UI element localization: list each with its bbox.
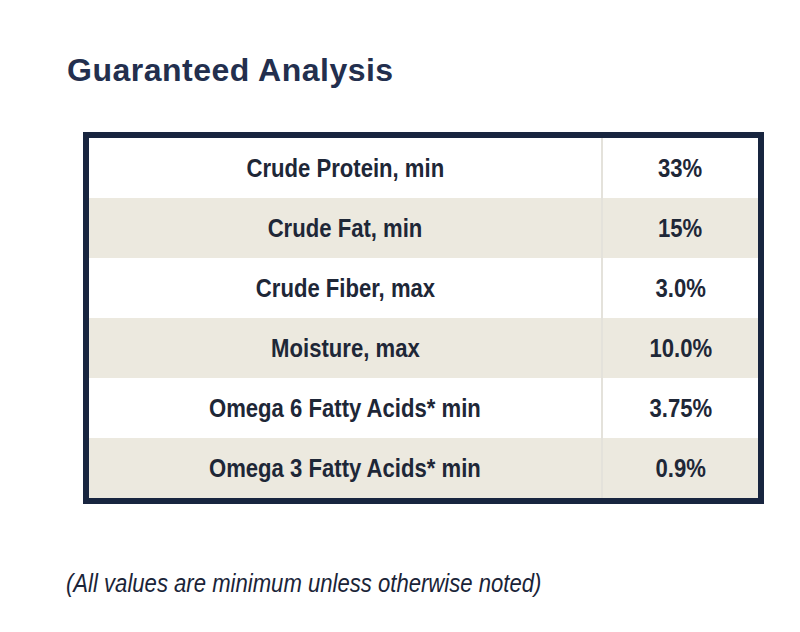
nutrient-value: 10.0%	[649, 333, 712, 364]
guaranteed-analysis-page: Guaranteed Analysis Crude Protein, min 3…	[0, 0, 800, 632]
nutrient-value: 33%	[658, 153, 702, 184]
nutrient-value-cell: 3.75%	[601, 378, 758, 438]
nutrient-value: 15%	[658, 213, 702, 244]
nutrient-value-cell: 15%	[601, 198, 758, 258]
table-row: Moisture, max 10.0%	[89, 318, 758, 378]
nutrient-value-cell: 3.0%	[601, 258, 758, 318]
nutrient-value-cell: 0.9%	[601, 438, 758, 498]
nutrient-label: Moisture, max	[271, 333, 420, 364]
table-row: Omega 6 Fatty Acids* min 3.75%	[89, 378, 758, 438]
nutrient-value: 3.0%	[655, 273, 705, 304]
footnote: (All values are minimum unless otherwise…	[66, 568, 625, 599]
nutrient-label-cell: Crude Fiber, max	[89, 258, 601, 318]
footnote-text: (All values are minimum unless otherwise…	[66, 568, 541, 599]
nutrient-label-cell: Omega 3 Fatty Acids* min	[89, 438, 601, 498]
table-row: Crude Protein, min 33%	[89, 138, 758, 198]
guaranteed-analysis-table: Crude Protein, min 33% Crude Fat, min 15…	[83, 132, 764, 504]
nutrient-label: Omega 6 Fatty Acids* min	[209, 393, 481, 424]
nutrient-label: Crude Fat, min	[268, 213, 423, 244]
nutrient-value: 3.75%	[649, 393, 712, 424]
nutrient-label: Omega 3 Fatty Acids* min	[209, 453, 481, 484]
nutrient-value: 0.9%	[655, 453, 705, 484]
nutrient-label-cell: Crude Protein, min	[89, 138, 601, 198]
table-row: Crude Fiber, max 3.0%	[89, 258, 758, 318]
nutrient-label-cell: Omega 6 Fatty Acids* min	[89, 378, 601, 438]
nutrient-label: Crude Protein, min	[246, 153, 444, 184]
nutrient-label-cell: Crude Fat, min	[89, 198, 601, 258]
table-row: Crude Fat, min 15%	[89, 198, 758, 258]
nutrient-label-cell: Moisture, max	[89, 318, 601, 378]
nutrient-value-cell: 10.0%	[601, 318, 758, 378]
page-title: Guaranteed Analysis	[67, 52, 394, 89]
table-row: Omega 3 Fatty Acids* min 0.9%	[89, 438, 758, 498]
nutrient-value-cell: 33%	[601, 138, 758, 198]
nutrient-label: Crude Fiber, max	[255, 273, 434, 304]
